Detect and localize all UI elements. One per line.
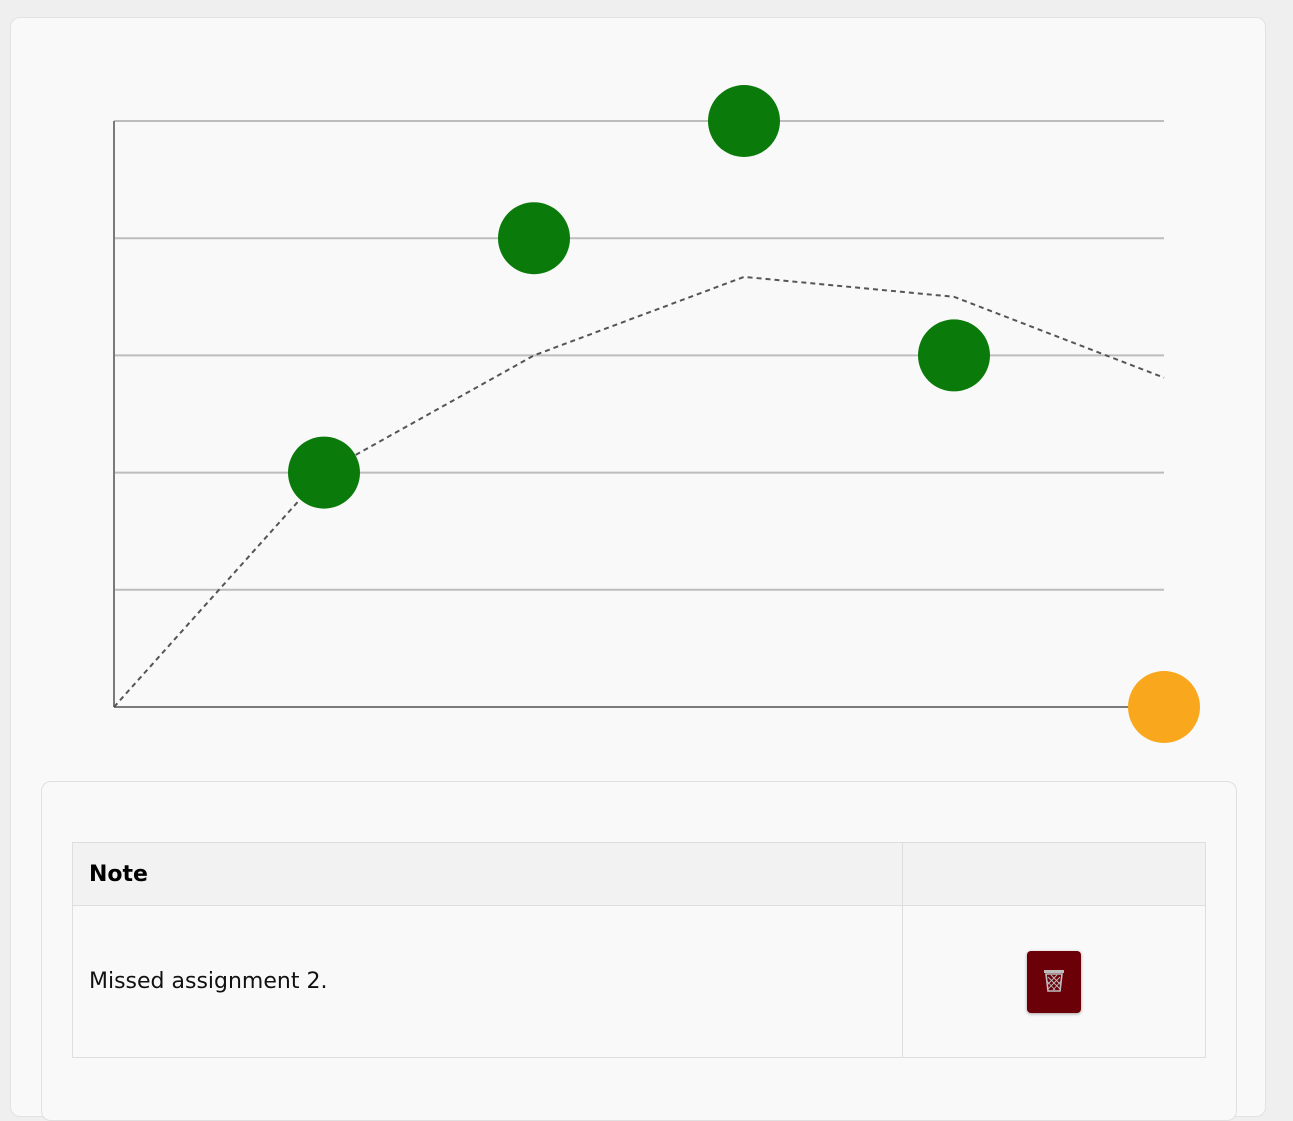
note-column-header: Note <box>72 842 903 906</box>
data-point-1 <box>288 436 360 509</box>
data-point-3 <box>708 85 780 157</box>
notes-table: Note Missed assignment 2. <box>72 842 1206 1058</box>
delete-note-button[interactable] <box>1027 950 1081 1013</box>
trend-line-layer <box>113 275 1165 708</box>
data-point-2 <box>498 202 570 275</box>
chart-axes <box>113 121 1164 708</box>
data-points-layer <box>288 85 1200 743</box>
actions-cell <box>902 905 1206 1058</box>
data-point-5 <box>1128 671 1200 743</box>
trend-line <box>113 275 1165 708</box>
data-point-4 <box>918 319 990 392</box>
note-text: Missed assignment 2. <box>72 905 903 1058</box>
progress-chart <box>113 85 1200 743</box>
chart-grid <box>114 120 1164 591</box>
table-row: Missed assignment 2. <box>72 905 1206 1058</box>
trash-icon <box>1041 967 1067 996</box>
notes-header-row: Note <box>72 842 1206 906</box>
actions-column-header <box>902 842 1206 906</box>
